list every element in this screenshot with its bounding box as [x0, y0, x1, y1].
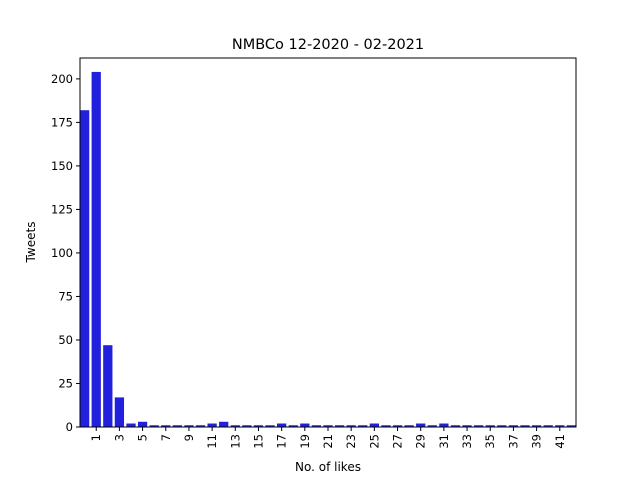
- bar-27: [392, 425, 403, 427]
- bar-24: [358, 425, 368, 427]
- x-tick-label: 13: [228, 434, 242, 449]
- bar-14: [242, 425, 252, 427]
- bars-group: [80, 71, 576, 428]
- y-tick-label: 0: [66, 420, 73, 434]
- y-tick-label: 100: [51, 246, 73, 260]
- bar-13: [230, 425, 240, 427]
- bar-42: [566, 425, 576, 427]
- x-tick-label: 19: [298, 434, 312, 449]
- bar-16: [265, 425, 275, 427]
- x-tick-label: 21: [321, 434, 335, 449]
- x-tick-label: 31: [437, 434, 451, 449]
- x-axis-ticks: 1 3 5 7 9 11 13 15 17 19 21 23 25 27 29 31 33 35 37 39 41: [89, 427, 567, 449]
- bar-3: [114, 397, 125, 427]
- x-tick-label: 37: [506, 434, 520, 449]
- bar-31: [439, 423, 449, 427]
- y-tick-label: 150: [51, 159, 73, 173]
- bar-20: [311, 425, 322, 427]
- y-axis-label: Tweets: [24, 222, 38, 264]
- x-tick-label: 1: [89, 434, 103, 441]
- x-tick-label: 33: [460, 434, 474, 449]
- y-tick-label: 200: [51, 72, 73, 86]
- bar-10: [195, 425, 206, 427]
- bar-2: [103, 345, 113, 427]
- x-tick-label: 39: [530, 434, 544, 449]
- bar-1: [91, 71, 101, 428]
- bar-11: [207, 423, 217, 427]
- bar-26: [381, 425, 391, 427]
- bar-6: [149, 425, 159, 427]
- plot-frame: [79, 57, 577, 428]
- x-tick-label: 29: [414, 434, 428, 449]
- bar-4: [126, 423, 136, 427]
- bar-21: [323, 425, 333, 427]
- x-tick-label: 7: [159, 434, 173, 441]
- x-tick-label: 25: [367, 434, 381, 449]
- x-tick-label: 23: [344, 434, 358, 449]
- y-tick-label: 25: [58, 376, 73, 390]
- bar-18: [288, 425, 298, 427]
- y-axis-ticks: 0 25 50 75 100 125 150 175 200: [51, 72, 80, 434]
- x-tick-label: 17: [275, 434, 289, 449]
- bar-7: [161, 425, 171, 427]
- bar-37: [508, 425, 519, 427]
- bar-19: [300, 423, 310, 427]
- x-tick-label: 27: [391, 434, 405, 449]
- bar-34: [474, 425, 484, 427]
- x-axis-label: No. of likes: [295, 460, 361, 474]
- x-tick-label: 9: [182, 434, 196, 441]
- chart-title: NMBCo 12-2020 - 02-2021: [232, 37, 424, 53]
- y-tick-label: 50: [58, 333, 73, 347]
- bar-39: [531, 425, 542, 427]
- bar-9: [184, 425, 194, 427]
- x-tick-label: 11: [205, 434, 219, 449]
- bar-8: [172, 425, 182, 427]
- y-tick-label: 75: [58, 289, 73, 303]
- bar-40: [543, 425, 553, 427]
- bar-5: [137, 421, 148, 427]
- x-tick-label: 41: [553, 434, 567, 449]
- bar-28: [404, 425, 414, 427]
- x-tick-label: 5: [136, 434, 150, 441]
- bar-12: [219, 421, 229, 427]
- bar-36: [497, 425, 507, 427]
- bar-23: [346, 425, 356, 427]
- y-tick-label: 125: [51, 202, 73, 216]
- y-tick-label: 175: [51, 115, 73, 129]
- bar-0: [80, 110, 90, 427]
- x-tick-label: 35: [483, 434, 497, 449]
- bar-29: [416, 423, 426, 427]
- bar-38: [520, 425, 530, 427]
- x-tick-label: 3: [112, 434, 126, 441]
- bar-22: [334, 425, 345, 427]
- bar-32: [450, 425, 461, 427]
- x-tick-label: 15: [251, 434, 265, 449]
- bar-17: [277, 423, 287, 427]
- bar-33: [462, 425, 472, 427]
- bar-25: [369, 423, 379, 427]
- bar-35: [485, 425, 495, 427]
- bar-30: [427, 425, 437, 427]
- bar-15: [253, 425, 264, 427]
- bar-41: [555, 425, 565, 427]
